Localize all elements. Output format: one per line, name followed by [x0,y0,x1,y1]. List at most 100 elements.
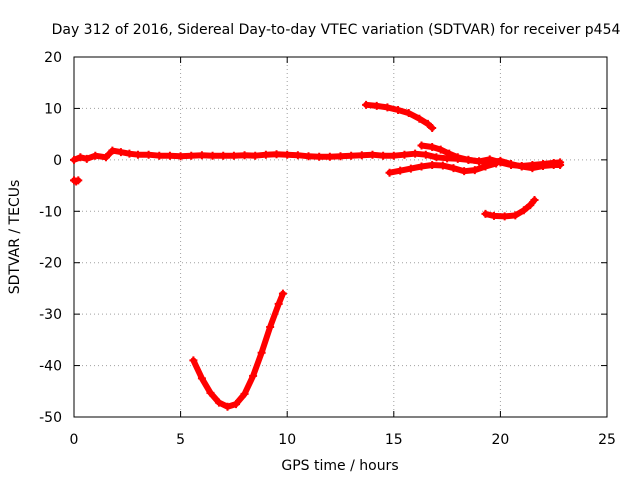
data-point [240,151,249,160]
y-tick-label: -20 [39,256,62,272]
series-track-upper-descent [362,100,437,132]
data-point [539,162,548,171]
data-point [421,150,430,159]
data-point [470,166,479,175]
data-point [187,151,196,160]
data-point [417,141,426,150]
data-point [189,356,198,365]
data-point [438,161,447,170]
data-point [500,212,509,221]
data-point [372,101,381,110]
data-point [406,164,415,173]
series-track [482,197,538,220]
data-point [490,211,499,220]
data-point [206,388,215,397]
y-tick-label: 0 [53,153,62,169]
series-track-mid-ridge [417,141,565,173]
grid-lines [74,57,607,417]
data-point [74,176,83,185]
y-tick-label: -40 [39,359,62,375]
data-point [251,151,260,160]
data-point [556,161,565,169]
data-point [336,152,345,161]
x-axis-label: GPS time / hours [281,458,398,474]
data-point [428,161,437,169]
data-point [325,152,334,161]
data-point [70,155,78,164]
axis-ticks: 0 5 10 15 20 25 -50 -40 -30 -20 -10 0 10 20 [39,50,616,448]
data-point [257,348,266,357]
data-point [507,159,516,168]
data-point [274,299,283,308]
data-point [423,119,432,128]
data-point [197,374,206,383]
x-tick-label: 20 [491,432,509,448]
y-tick-label: -50 [39,410,62,426]
data-point [240,389,249,398]
data-point [283,150,292,159]
data-point [404,109,413,118]
data-point [517,162,526,171]
data-point [428,123,437,132]
series-track-deep-u [189,289,287,411]
y-tick-label: -30 [39,307,62,323]
data-point [481,209,490,218]
data-point [385,168,394,177]
data-point [411,149,420,158]
data-point [155,151,164,160]
x-tick-label: 0 [70,432,79,448]
data-point [432,153,441,162]
x-tick-label: 10 [278,432,296,448]
data-point [357,151,366,160]
data-point [133,150,142,159]
data-point [214,398,223,407]
data-point [400,150,409,159]
data-point [428,143,437,151]
data-point [125,149,134,158]
data-point [315,152,324,161]
data-point [304,152,313,161]
data-point [261,150,270,159]
data-point [436,145,445,154]
data-point [492,159,501,168]
chart-title: Day 312 of 2016, Sidereal Day-to-day VTE… [52,22,621,38]
data-point [396,166,405,175]
series-track-lower-u [481,195,539,221]
plot-area-frame [73,56,608,418]
data-point [449,164,458,173]
series-track [190,290,286,410]
data-point [229,151,238,160]
data-point [511,211,520,220]
data-point [445,149,454,158]
data-point [347,151,356,160]
data-point [266,323,275,331]
data-point [82,154,91,163]
series-track-start-dip [70,176,83,186]
data-point [223,402,232,411]
data-point [144,150,153,159]
data-point [108,146,117,155]
data-point [481,162,490,171]
y-tick-label: 10 [44,101,62,117]
data-point [379,151,388,160]
x-tick-label: 15 [385,432,403,448]
data-point [232,400,241,409]
data-point [176,152,185,161]
data-point [116,148,125,157]
data-point [272,150,281,159]
data-point [293,151,302,160]
x-tick-label: 25 [598,432,616,448]
data-point [496,156,505,165]
data-point [389,151,398,160]
data-point [415,114,424,123]
data-point [383,103,392,112]
data-point [394,105,403,114]
x-tick-label: 5 [176,432,185,448]
data-point [464,155,473,164]
series-track-low-arc [385,159,501,177]
data-point [219,151,228,160]
data-point [76,153,85,162]
y-axis-label: SDTVAR / TECUs [7,180,23,295]
data-point [197,151,206,160]
